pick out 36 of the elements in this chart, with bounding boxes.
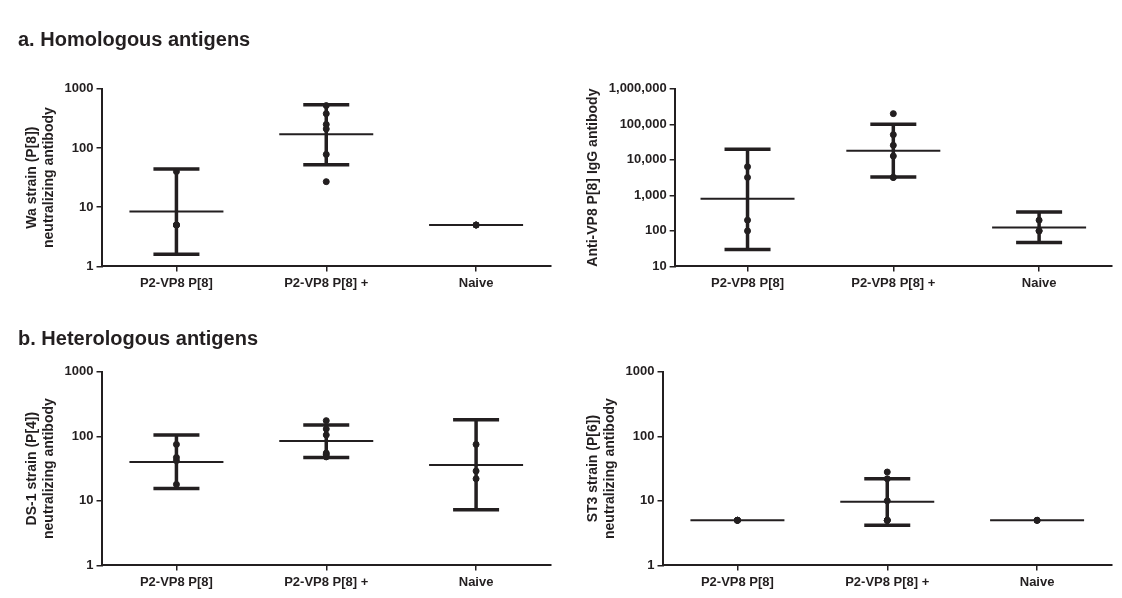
y-tick-label: 10 xyxy=(640,492,655,508)
x-tick-label: P2-VP8 P[8] xyxy=(700,573,774,589)
y-tick-label: 1,000,000 xyxy=(608,80,667,96)
chart-title: a. Homologous antigens xyxy=(18,28,251,51)
x-tick-label: P2-VP8 P[8] + xyxy=(851,274,936,290)
y-axis-title: ST3 strain (P[6]) neutralizing antibody xyxy=(584,398,618,539)
x-tick-label: Naive xyxy=(458,573,494,589)
x-tick-label: P2-VP8 P[8] + xyxy=(845,573,930,589)
y-tick-label: 100 xyxy=(71,427,94,443)
y-tick-label: 1,000 xyxy=(634,186,667,202)
y-tick-label: 100 xyxy=(71,139,94,155)
x-tick-label: Naive xyxy=(1019,573,1055,589)
y-tick-label: 100 xyxy=(644,222,667,238)
x-tick-label: P2-VP8 P[8] + xyxy=(284,274,369,290)
y-tick-label: 1 xyxy=(647,556,655,572)
x-tick-label: P2-VP8 P[8] xyxy=(139,274,213,290)
y-tick-label: 100,000 xyxy=(619,115,667,131)
y-axis-title: DS-1 strain (P[4]) neutralizing antibody xyxy=(23,398,57,539)
x-tick-label: P2-VP8 P[8] xyxy=(139,573,213,589)
x-tick-label: P2-VP8 P[8] + xyxy=(284,573,369,589)
x-tick-label: P2-VP8 P[8] xyxy=(711,274,785,290)
y-tick-label: 10,000 xyxy=(626,151,667,167)
y-tick-label: 1 xyxy=(86,556,94,572)
x-tick-label: Naive xyxy=(1021,274,1057,290)
chart-title: b. Heterologous antigens xyxy=(18,327,259,350)
y-tick-label: 1000 xyxy=(64,80,94,96)
y-axis-title: Anti-VP8 P[8] IgG antibody xyxy=(584,88,601,267)
y-tick-label: 10 xyxy=(79,198,94,214)
y-tick-label: 1000 xyxy=(64,363,94,379)
y-tick-label: 100 xyxy=(632,427,655,443)
y-tick-label: 10 xyxy=(652,257,667,273)
y-tick-label: 1 xyxy=(86,257,94,273)
y-tick-label: 10 xyxy=(79,492,94,508)
y-tick-label: 1000 xyxy=(625,363,655,379)
x-tick-label: Naive xyxy=(458,274,494,290)
y-axis-title: Wa strain (P[8]) neutralizing antibody xyxy=(23,107,57,248)
